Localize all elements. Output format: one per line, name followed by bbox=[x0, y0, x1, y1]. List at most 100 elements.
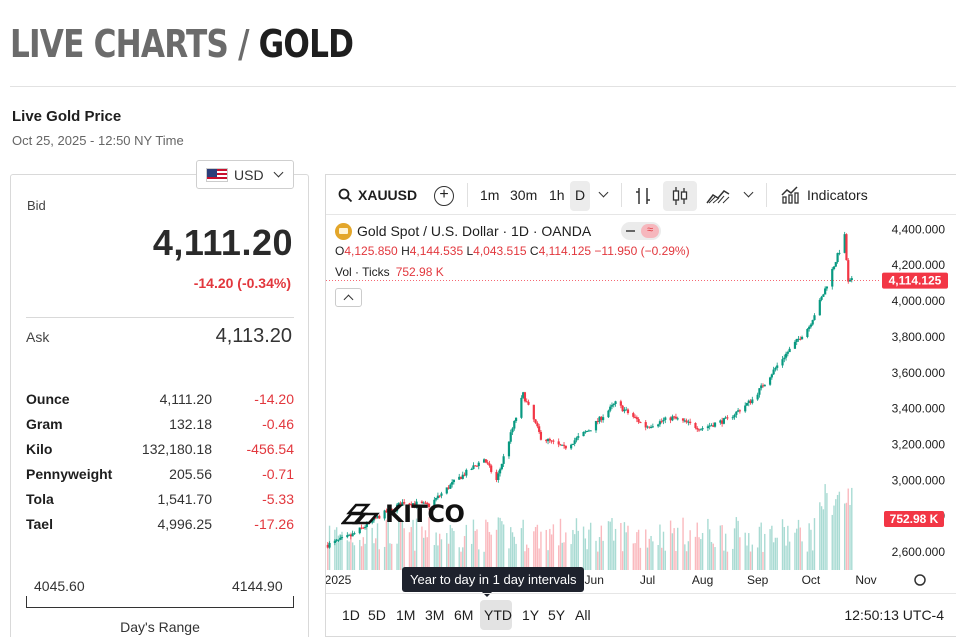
unit-row: Tola 1,541.70 -5.33 bbox=[26, 491, 294, 509]
volume-bar bbox=[625, 532, 627, 570]
range-ytd[interactable]: YTD bbox=[484, 607, 512, 623]
candle-body bbox=[598, 416, 601, 422]
volume-bar bbox=[403, 528, 405, 570]
candle-body bbox=[843, 234, 846, 253]
y-tick-label: 3,000.000 bbox=[892, 473, 946, 487]
candle-body bbox=[433, 499, 436, 508]
volume-bar bbox=[573, 534, 576, 570]
volume-bar bbox=[337, 535, 340, 570]
volume-bar bbox=[577, 530, 579, 570]
candle-body bbox=[649, 426, 653, 428]
candle-body bbox=[520, 397, 523, 418]
symbol-search[interactable]: XAUUSD bbox=[358, 187, 418, 203]
volume-bar bbox=[552, 524, 555, 570]
volume-bar bbox=[714, 547, 716, 570]
candle-body bbox=[768, 377, 772, 385]
day-range-high: 4144.90 bbox=[232, 578, 283, 594]
compare-plus-icon[interactable]: + bbox=[434, 186, 454, 206]
day-range-low: 4045.60 bbox=[34, 578, 85, 594]
indicators-icon[interactable] bbox=[780, 185, 800, 205]
candle-body bbox=[411, 503, 415, 506]
interval-1h[interactable]: 1h bbox=[549, 187, 565, 203]
clock: 12:50:13 UTC-4 bbox=[844, 607, 944, 623]
candle-body bbox=[550, 440, 553, 442]
unit-change: -14.20 bbox=[254, 391, 294, 407]
volume-bar bbox=[723, 550, 725, 570]
volume-bar bbox=[495, 529, 498, 570]
interval-d[interactable]: D bbox=[575, 187, 586, 203]
chevron-down-icon[interactable] bbox=[743, 187, 754, 198]
candle-body bbox=[731, 417, 734, 419]
volume-bar bbox=[712, 543, 714, 570]
candle-body bbox=[806, 329, 809, 337]
interval-active-bg bbox=[570, 181, 590, 211]
candle-body bbox=[445, 487, 448, 494]
area-chart-icon[interactable] bbox=[705, 186, 731, 206]
range-1m[interactable]: 1M bbox=[396, 607, 416, 623]
indicators-button[interactable]: Indicators bbox=[807, 187, 868, 203]
volume-bar bbox=[458, 547, 460, 570]
range-bar: 1D 5D 1M 3M 6M YTD 1Y 5Y All 12:50:13 UT… bbox=[326, 593, 956, 637]
range-6m[interactable]: 6M bbox=[454, 607, 474, 623]
volume-bar bbox=[485, 519, 487, 570]
range-1y[interactable]: 1Y bbox=[522, 607, 540, 623]
candle-body bbox=[621, 405, 624, 412]
chevron-down-icon[interactable] bbox=[598, 187, 609, 198]
collapse-legend-button[interactable] bbox=[335, 288, 362, 307]
candle-body bbox=[538, 426, 541, 432]
candle-body bbox=[408, 503, 411, 505]
search-icon[interactable] bbox=[338, 188, 353, 203]
candle-body bbox=[726, 417, 729, 419]
range-5y[interactable]: 5Y bbox=[548, 607, 566, 623]
volume-bar bbox=[348, 541, 350, 570]
candle-body bbox=[362, 527, 365, 529]
volume-bar bbox=[639, 547, 642, 570]
candle-body bbox=[500, 463, 503, 470]
legend-toggle[interactable]: ≈ bbox=[621, 222, 661, 240]
candle-body bbox=[435, 498, 438, 500]
range-all[interactable]: All bbox=[575, 607, 591, 623]
volume-bar bbox=[463, 536, 466, 570]
volume-bar bbox=[387, 520, 389, 570]
candle-body bbox=[557, 441, 560, 445]
price-chart[interactable]: 2,600.0002,800.0003,000.0003,200.0003,40… bbox=[326, 215, 956, 593]
us-flag-icon bbox=[206, 167, 228, 182]
x-tick-label: Sep bbox=[747, 573, 769, 587]
unit-price: 132,180.18 bbox=[141, 441, 212, 457]
candle-body bbox=[415, 501, 418, 506]
volume-bar bbox=[522, 519, 524, 570]
candle-body bbox=[509, 432, 512, 442]
volume-bar bbox=[359, 539, 361, 570]
volume-bar bbox=[408, 532, 411, 570]
unit-name: Pennyweight bbox=[26, 466, 113, 482]
settings-icon[interactable] bbox=[914, 574, 926, 586]
range-1d[interactable]: 1D bbox=[342, 607, 360, 623]
interval-30m[interactable]: 30m bbox=[510, 187, 538, 203]
candle-body bbox=[328, 542, 331, 548]
volume-bar bbox=[783, 527, 785, 570]
volume-bar bbox=[385, 519, 388, 570]
volume-bar bbox=[520, 528, 523, 570]
range-3m[interactable]: 3M bbox=[425, 607, 445, 623]
candle-body bbox=[545, 439, 548, 442]
volume-bar bbox=[648, 538, 650, 570]
interval-1m[interactable]: 1m bbox=[480, 187, 500, 203]
volume-bar bbox=[534, 526, 537, 570]
range-5d[interactable]: 5D bbox=[368, 607, 386, 623]
candle-body bbox=[470, 468, 473, 470]
candle-body bbox=[447, 487, 450, 489]
volume-bar bbox=[771, 525, 773, 570]
candles-icon[interactable] bbox=[671, 186, 689, 206]
candle-body bbox=[395, 504, 399, 512]
candle-body bbox=[639, 422, 642, 424]
candle-body bbox=[507, 441, 511, 457]
bar-chart-icon[interactable] bbox=[634, 186, 652, 206]
chart-widget: XAUUSD + 1m 30m 1h D Indicators 2,600.00… bbox=[325, 174, 956, 637]
volume-bar bbox=[476, 529, 478, 570]
candle-body bbox=[564, 445, 567, 449]
currency-select[interactable]: USD bbox=[196, 160, 294, 189]
volume-bar bbox=[756, 547, 759, 570]
candle-body bbox=[353, 533, 356, 535]
volume-bar bbox=[414, 550, 416, 570]
candle-body bbox=[761, 385, 765, 387]
